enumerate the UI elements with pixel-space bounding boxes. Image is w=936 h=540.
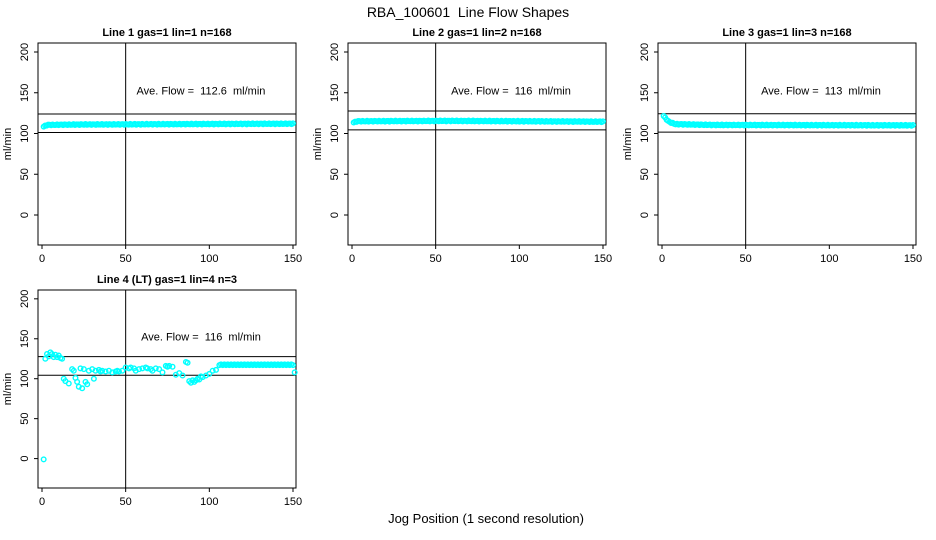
y-axis-label: ml/min	[2, 128, 14, 160]
y-tick-label: 100	[19, 370, 31, 388]
y-tick-label: 0	[19, 212, 31, 218]
data-point	[290, 120, 297, 127]
x-axis-label: Jog Position (1 second resolution)	[388, 511, 584, 526]
data-point	[213, 366, 220, 373]
data-point	[290, 362, 297, 369]
x-tick-label: 150	[904, 253, 922, 265]
panel-title: Line 1 gas=1 lin=1 n=168	[102, 27, 231, 39]
data-point	[144, 365, 151, 372]
x-tick-label: 0	[659, 253, 665, 265]
y-tick-label: 100	[639, 124, 651, 142]
data-point	[127, 364, 134, 371]
data-point	[74, 378, 81, 385]
data-point	[156, 366, 163, 373]
panel-title: Line 4 (LT) gas=1 lin=4 n=3	[97, 274, 237, 286]
y-tick-label: 150	[639, 84, 651, 102]
data-point	[70, 367, 77, 374]
y-tick-label: 50	[19, 168, 31, 180]
data-point	[184, 359, 191, 366]
data-point	[152, 365, 159, 372]
data-point	[59, 355, 66, 362]
data-point	[65, 380, 72, 387]
y-axis-label: ml/min	[2, 373, 14, 405]
data-point	[79, 385, 86, 392]
x-tick-label: 0	[39, 253, 45, 265]
x-tick-label: 100	[200, 253, 218, 265]
main-title: RBA_100601 Line Flow Shapes	[366, 4, 570, 20]
y-tick-label: 200	[19, 43, 31, 61]
x-tick-label: 150	[284, 496, 302, 508]
y-tick-label: 200	[329, 43, 341, 61]
data-point	[80, 366, 87, 373]
y-axis-label: ml/min	[622, 128, 634, 160]
y-tick-label: 0	[639, 212, 651, 218]
data-point	[166, 362, 173, 369]
y-tick-label: 50	[19, 413, 31, 425]
x-tick-label: 150	[594, 253, 612, 265]
data-point	[102, 368, 109, 375]
panel-title: Line 3 gas=1 lin=3 n=168	[722, 27, 851, 39]
x-tick-label: 100	[820, 253, 838, 265]
x-tick-label: 50	[120, 253, 132, 265]
x-tick-label: 50	[120, 496, 132, 508]
plot-box	[657, 42, 917, 246]
plot-box	[347, 42, 607, 246]
y-tick-label: 50	[329, 168, 341, 180]
data-point	[206, 370, 213, 377]
avg-flow-annotation: Ave. Flow = 116 ml/min	[451, 85, 571, 97]
y-tick-label: 0	[329, 212, 341, 218]
x-tick-label: 50	[740, 253, 752, 265]
data-point	[136, 366, 143, 373]
y-tick-label: 200	[639, 43, 651, 61]
y-axis-label: ml/min	[312, 128, 324, 160]
data-point	[179, 372, 186, 379]
data-point	[40, 456, 47, 463]
avg-flow-annotation: Ave. Flow = 113 ml/min	[761, 85, 881, 97]
data-point	[291, 369, 298, 376]
y-tick-label: 150	[19, 84, 31, 102]
avg-flow-annotation: Ave. Flow = 112.6 ml/min	[137, 85, 266, 97]
panel-title: Line 2 gas=1 lin=2 n=168	[412, 27, 541, 39]
x-tick-label: 150	[284, 253, 302, 265]
data-point	[84, 381, 91, 388]
y-tick-label: 50	[639, 168, 651, 180]
data-point	[90, 375, 97, 382]
data-point	[109, 369, 116, 376]
data-point	[159, 369, 166, 376]
x-tick-label: 100	[510, 253, 528, 265]
data-point	[115, 368, 122, 375]
data-point	[600, 118, 607, 125]
x-tick-label: 100	[200, 496, 218, 508]
y-tick-label: 100	[329, 124, 341, 142]
x-tick-label: 50	[430, 253, 442, 265]
y-tick-label: 100	[19, 124, 31, 142]
data-point	[910, 122, 917, 129]
data-point	[169, 363, 176, 370]
y-tick-label: 150	[19, 330, 31, 348]
x-tick-label: 0	[39, 496, 45, 508]
y-tick-label: 0	[19, 456, 31, 462]
data-point	[209, 367, 216, 374]
plot-box	[37, 289, 297, 489]
y-tick-label: 200	[19, 290, 31, 308]
x-tick-label: 0	[349, 253, 355, 265]
data-point	[77, 365, 84, 372]
y-tick-label: 150	[329, 84, 341, 102]
plot-box	[37, 42, 297, 246]
data-point	[119, 367, 126, 374]
avg-flow-annotation: Ave. Flow = 116 ml/min	[141, 331, 261, 343]
data-point	[99, 367, 106, 374]
